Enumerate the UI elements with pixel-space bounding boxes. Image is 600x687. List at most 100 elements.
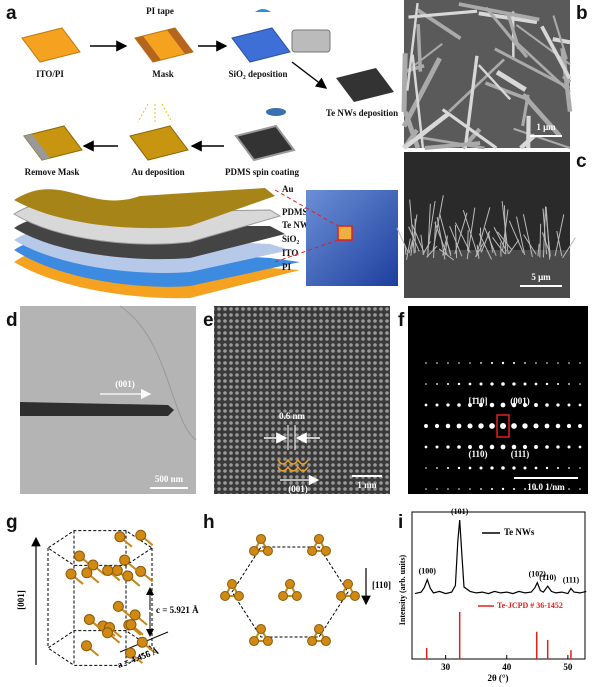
atom — [285, 579, 295, 589]
nanowire — [521, 93, 562, 138]
spacing-label: 0.6 nm — [279, 411, 306, 421]
diffraction-spot — [446, 382, 450, 386]
nanowire — [475, 207, 491, 257]
diffraction-spot — [424, 424, 428, 428]
highlight-box — [496, 414, 510, 438]
diffraction-spot — [468, 382, 472, 386]
te-substrate — [336, 68, 394, 102]
diffraction-spot — [425, 362, 427, 364]
diffraction-spot — [445, 423, 451, 429]
diffraction-spot — [501, 361, 505, 365]
layer-label: PDMS — [282, 207, 308, 217]
diffraction-spot — [555, 423, 561, 429]
atom-chain — [277, 458, 309, 472]
atom — [135, 529, 147, 541]
peak-label: (100) — [419, 566, 437, 575]
atom — [111, 565, 123, 577]
diffraction-spot — [534, 382, 538, 386]
diffraction-spot — [458, 362, 460, 364]
nanowire — [552, 15, 568, 60]
diffraction-spot — [534, 445, 538, 449]
diffraction-spot — [480, 488, 482, 490]
au-substrate — [129, 125, 189, 161]
diffraction-spot — [522, 402, 528, 408]
xrd-chart — [411, 511, 587, 660]
nanowire — [542, 208, 548, 255]
diffraction-spot — [568, 383, 570, 385]
diffraction-spot — [501, 382, 505, 386]
bond — [252, 536, 270, 552]
nanowire — [539, 223, 542, 258]
nanowire — [494, 47, 571, 90]
diffraction-spot — [435, 445, 439, 449]
nanowire — [480, 230, 491, 253]
diffraction-spot — [435, 403, 439, 407]
nanowire — [458, 2, 540, 22]
diffraction-spot — [546, 488, 548, 490]
panel-label: e — [203, 310, 214, 331]
diffraction-spot — [489, 444, 495, 450]
film-edge — [119, 305, 197, 441]
atom — [227, 579, 237, 589]
diffraction-spot — [467, 423, 473, 429]
atom — [81, 567, 93, 579]
nanowire — [441, 108, 498, 150]
direction-label: (001) — [115, 379, 135, 389]
diffraction-spot — [522, 444, 528, 450]
diffraction-spot — [556, 382, 560, 386]
diffraction-spot — [436, 467, 438, 469]
diffraction-spot — [534, 466, 538, 470]
atom — [73, 550, 85, 562]
diffraction-spot — [457, 466, 461, 470]
diffraction-spot — [544, 423, 550, 429]
spray — [137, 103, 173, 123]
atom — [349, 591, 360, 601]
nanowire — [408, 240, 414, 254]
diffraction-spot — [545, 403, 549, 407]
atom — [307, 545, 318, 556]
legend-label: Te NWs — [504, 527, 535, 537]
nanowire — [475, 242, 484, 258]
diffraction-spot — [458, 488, 460, 490]
panel-label: a — [6, 3, 17, 24]
spot-label: (111) — [511, 449, 530, 459]
nanowire — [484, 227, 497, 256]
atom — [136, 636, 148, 648]
diffraction-spot — [512, 382, 516, 386]
nanowire — [408, 226, 420, 252]
nanowire — [515, 24, 571, 66]
nanowire — [438, 248, 455, 261]
step-label: PDMS spin coating — [225, 167, 300, 177]
spinner — [266, 108, 286, 116]
crystal-projection — [220, 533, 371, 647]
diffraction-spot — [557, 362, 559, 364]
diffraction-spot — [447, 488, 449, 490]
x-tick-label: 40 — [502, 662, 512, 672]
diffraction-spot — [523, 382, 527, 386]
diffraction-spot — [568, 467, 570, 469]
nanowire — [508, 220, 524, 254]
arrow — [291, 61, 328, 89]
diffraction-spot — [468, 445, 472, 449]
zoom-line — [274, 189, 339, 263]
spot-label: (001) — [510, 396, 530, 406]
diffraction-spot — [457, 445, 461, 449]
diffraction-spot — [578, 403, 582, 407]
scale-label: 5 μm — [531, 272, 551, 282]
diffraction-spot — [546, 362, 548, 364]
nanowire — [537, 243, 540, 257]
nanowire — [448, 58, 506, 113]
nanowire — [427, 200, 436, 251]
diffraction-spot — [566, 423, 572, 429]
nanowire — [410, 214, 418, 256]
step-label: Remove Mask — [25, 167, 80, 177]
diffraction-spot — [511, 402, 517, 408]
diffraction-spot — [567, 445, 571, 449]
nanowire — [401, 57, 442, 128]
nanowire — [508, 239, 520, 255]
diffraction-spot — [556, 445, 560, 449]
diffraction-spot — [567, 403, 571, 407]
nanowire — [497, 231, 513, 251]
axis-label: [001] — [16, 590, 26, 610]
diffraction-spot — [478, 444, 484, 450]
